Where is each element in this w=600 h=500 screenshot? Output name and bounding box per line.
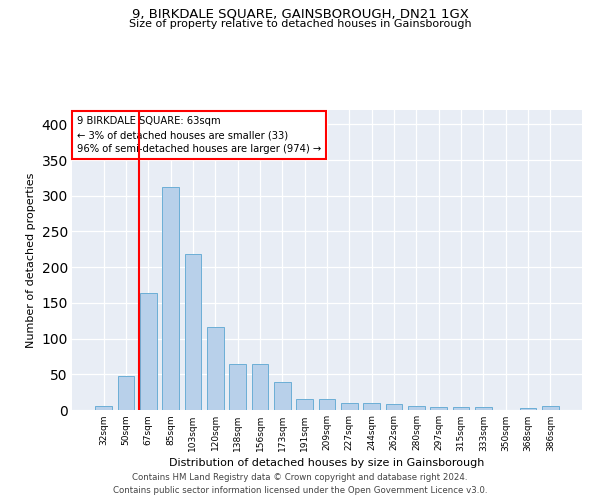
- Bar: [386, 404, 403, 410]
- Bar: [251, 364, 268, 410]
- Bar: [229, 364, 246, 410]
- Text: 9 BIRKDALE SQUARE: 63sqm
← 3% of detached houses are smaller (33)
96% of semi-de: 9 BIRKDALE SQUARE: 63sqm ← 3% of detache…: [77, 116, 322, 154]
- Bar: [542, 406, 559, 410]
- Bar: [207, 327, 224, 410]
- Bar: [364, 403, 380, 410]
- Bar: [430, 407, 447, 410]
- Bar: [452, 407, 469, 410]
- Text: Size of property relative to detached houses in Gainsborough: Size of property relative to detached ho…: [128, 19, 472, 29]
- Bar: [274, 382, 290, 410]
- Bar: [296, 398, 313, 410]
- Bar: [95, 406, 112, 410]
- Text: Contains HM Land Registry data © Crown copyright and database right 2024.
Contai: Contains HM Land Registry data © Crown c…: [113, 474, 487, 495]
- Text: Distribution of detached houses by size in Gainsborough: Distribution of detached houses by size …: [169, 458, 485, 468]
- Bar: [319, 400, 335, 410]
- Bar: [475, 407, 492, 410]
- Bar: [341, 403, 358, 410]
- Bar: [162, 187, 179, 410]
- Text: 9, BIRKDALE SQUARE, GAINSBOROUGH, DN21 1GX: 9, BIRKDALE SQUARE, GAINSBOROUGH, DN21 1…: [131, 8, 469, 20]
- Bar: [520, 408, 536, 410]
- Bar: [118, 376, 134, 410]
- Bar: [140, 293, 157, 410]
- Bar: [185, 254, 202, 410]
- Bar: [408, 406, 425, 410]
- Y-axis label: Number of detached properties: Number of detached properties: [26, 172, 36, 348]
